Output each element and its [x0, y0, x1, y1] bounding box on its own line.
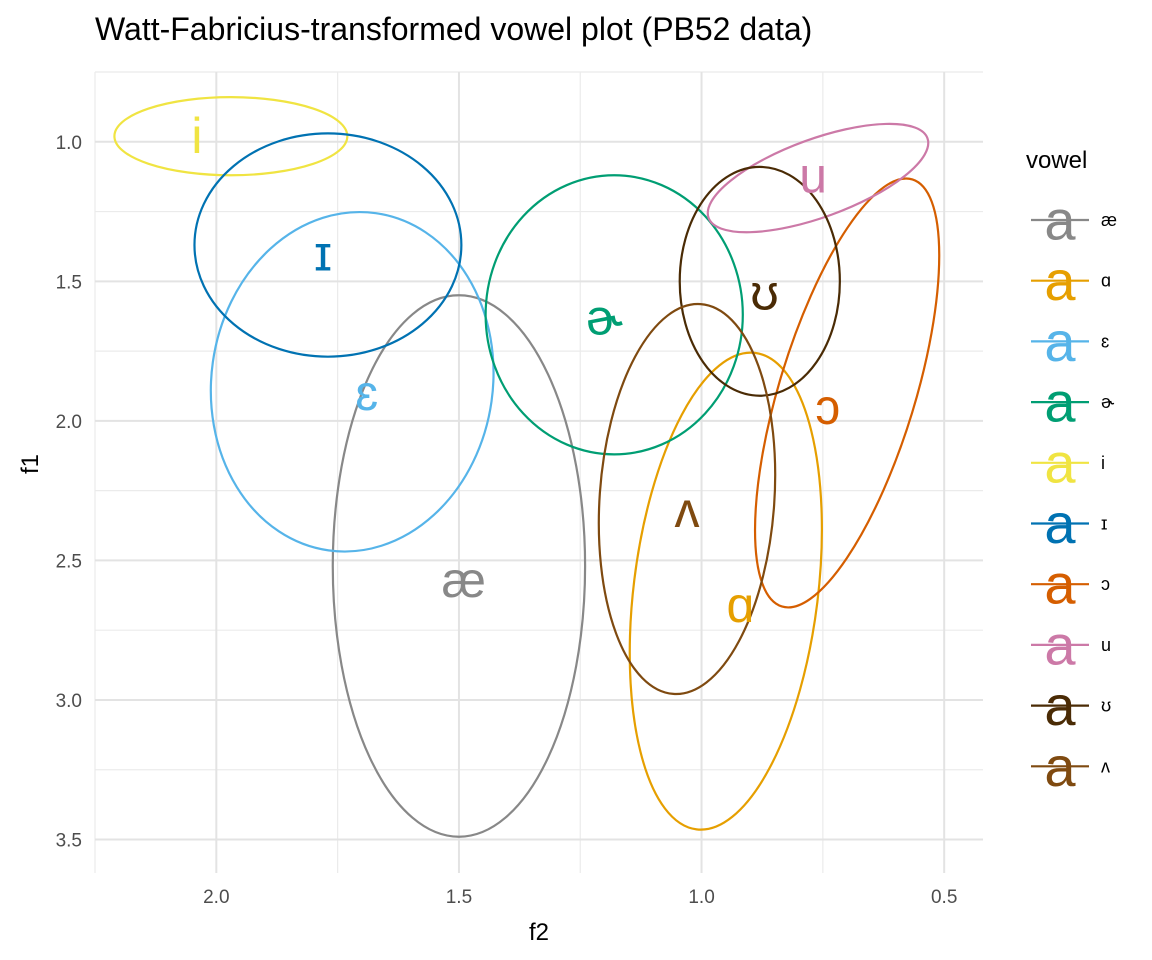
x-tick-label: 1.0	[688, 887, 714, 908]
legend-label-6: ɔ	[1101, 574, 1110, 594]
vowel-label-2: ɛ	[355, 365, 378, 421]
legend-key-glyph-8: a	[1044, 674, 1076, 737]
legend-key-glyph-4: a	[1044, 431, 1076, 494]
ellipse-series-2	[209, 210, 495, 553]
vowel-label-6: ɔ	[815, 379, 840, 435]
vowel-label-3: ɚ	[586, 290, 623, 346]
y-tick-label: 2.5	[56, 551, 82, 572]
x-tick-label: 0.5	[931, 887, 957, 908]
x-tick-label: 2.0	[203, 887, 229, 908]
ellipse-series-8	[678, 165, 841, 397]
legend-items: a æ a ɑ a ɛ a ɚ a i a ɪ a ɔ a u a ʊ a ʌ	[1031, 189, 1117, 798]
legend-label-4: i	[1101, 453, 1105, 473]
legend-title: vowel	[1026, 147, 1087, 174]
ellipse-series-0	[331, 294, 587, 838]
y-tick-label: 1.0	[56, 133, 82, 154]
legend: vowel a æ a ɑ a ɛ a ɚ a i a ɪ a ɔ a u a ʊ a ʌ	[1026, 147, 1117, 798]
legend-key-glyph-1: a	[1044, 249, 1076, 312]
y-axis-ticks: 1.0 1.5 2.0 2.5 3.0 3.5	[56, 133, 82, 852]
legend-key-glyph-3: a	[1044, 371, 1076, 434]
ellipse-series-3	[484, 174, 744, 456]
legend-key-glyph-6: a	[1044, 553, 1076, 616]
legend-label-7: u	[1101, 635, 1111, 655]
x-axis-ticks: 2.0 1.5 1.0 0.5	[203, 887, 957, 908]
vowel-label-7: u	[799, 147, 827, 203]
y-axis-title: f1	[17, 454, 44, 474]
legend-label-1: ɑ	[1101, 271, 1111, 291]
ellipse-series-9	[597, 302, 777, 696]
legend-label-5: ɪ	[1101, 514, 1107, 534]
ellipse-series-4	[113, 96, 349, 177]
ellipse-series-7	[706, 122, 930, 234]
ellipse-series-1	[628, 351, 823, 831]
legend-label-3: ɚ	[1101, 392, 1115, 412]
legend-label-0: æ	[1101, 210, 1117, 230]
vowel-label-4: i	[191, 108, 202, 164]
grid-minor	[94, 71, 983, 873]
legend-key-glyph-7: a	[1044, 613, 1076, 676]
x-tick-label: 1.5	[446, 887, 472, 908]
vowel-label-5: ɪ	[314, 225, 332, 281]
vowel-label-0: æ	[442, 552, 486, 608]
vowel-label-8: ʊ	[750, 264, 778, 320]
legend-label-8: ʊ	[1101, 696, 1111, 716]
legend-key-glyph-5: a	[1044, 492, 1076, 555]
legend-key-glyph-0: a	[1044, 189, 1076, 252]
ellipse-series-5	[193, 132, 463, 358]
y-tick-label: 2.0	[56, 412, 82, 433]
vowel-label-1: ɑ	[726, 577, 754, 633]
legend-label-9: ʌ	[1101, 756, 1110, 776]
ellipse-layer	[113, 96, 941, 838]
ellipse-series-6	[753, 177, 941, 609]
x-axis-title: f2	[529, 919, 549, 946]
legend-key-glyph-9: a	[1044, 735, 1076, 798]
vowel-label-layer: æ ɑ ɛ ɚ i ɪ ɔ u ʊ ʌ	[191, 108, 840, 633]
y-tick-label: 3.0	[56, 691, 82, 712]
y-tick-label: 1.5	[56, 272, 82, 293]
legend-label-2: ɛ	[1101, 331, 1109, 351]
chart-title: Watt-Fabricius-transformed vowel plot (P…	[95, 11, 812, 47]
grid-major	[95, 72, 983, 873]
y-tick-label: 3.5	[56, 831, 82, 852]
vowel-label-9: ʌ	[675, 482, 700, 538]
legend-key-glyph-2: a	[1044, 310, 1076, 373]
